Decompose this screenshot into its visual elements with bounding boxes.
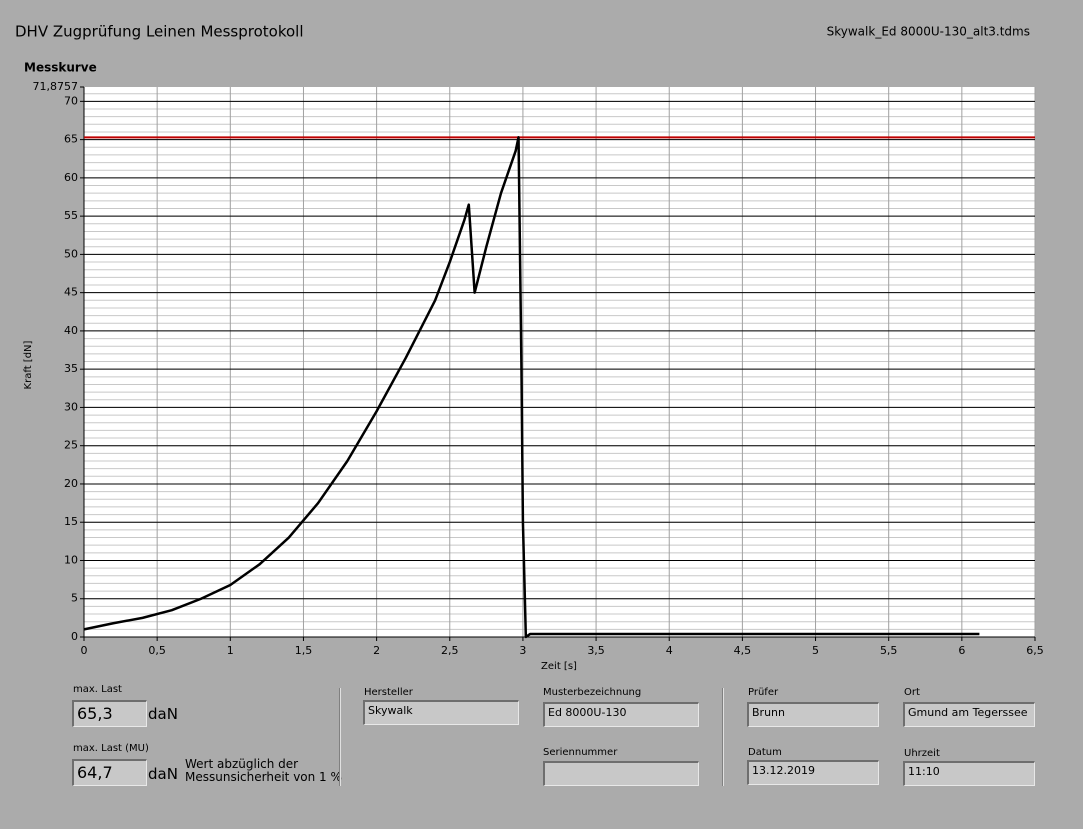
field-label: Uhrzeit [904,748,940,759]
field-box: Gmund am Tegerssee [903,702,1035,727]
y-tick-label: 71,8757 [33,80,79,93]
file-name: Skywalk_Ed 8000U-130_alt3.tdms [827,25,1030,39]
y-tick-label: 10 [64,553,78,566]
y-tick-label: 0 [71,630,78,643]
x-tick-label: 5,5 [880,644,898,657]
field-label: Datum [748,747,782,758]
x-tick-label: 2,5 [441,644,459,657]
y-tick-label: 5 [71,592,78,605]
unit: daN [148,705,178,723]
y-tick-label: 70 [64,94,78,107]
x-axis-label: Zeit [s] [541,661,577,672]
x-tick-label: 6,5 [1026,644,1044,657]
field-box: Ed 8000U-130 [543,702,699,727]
field-label: Musterbezeichnung [543,687,642,698]
field-label: max. Last [73,684,122,695]
field-label: Seriennummer [543,747,618,758]
y-tick-label: 20 [64,477,78,490]
y-tick-label: 50 [64,247,78,260]
x-tick-label: 0 [81,644,88,657]
y-tick-label: 15 [64,515,78,528]
page-title: DHV Zugprüfung Leinen Messprotokoll [15,23,304,41]
x-tick-label: 3,5 [587,644,605,657]
x-tick-label: 5 [812,644,819,657]
y-tick-label: 25 [64,439,78,452]
x-tick-label: 1,5 [295,644,313,657]
value-box: 65,3 [72,700,147,727]
field-label: Ort [904,687,920,698]
separator [722,688,724,786]
value-box: 64,7 [72,759,147,786]
y-tick-label: 30 [64,400,78,413]
separator [339,688,341,786]
y-tick-label: 60 [64,171,78,184]
x-tick-label: 6 [958,644,965,657]
field-box: Skywalk [363,700,519,725]
y-tick-label: 55 [64,209,78,222]
field-box: 11:10 [903,761,1035,786]
y-tick-label: 35 [64,362,78,375]
chart-title: Messkurve [24,61,97,75]
x-tick-label: 3 [519,644,526,657]
x-tick-label: 0,5 [148,644,166,657]
field-box: 13.12.2019 [747,760,879,785]
data-line [83,136,980,639]
unit: daN [148,765,178,783]
field-box: Brunn [747,702,879,727]
chart: DHV Zugprüfung Leinen Messprotokoll Skyw… [15,23,1044,673]
y-tick-label: 45 [64,286,78,299]
field-label: Prüfer [748,687,779,698]
note: Wert abzüglich der Messunsicherheit von … [185,757,342,784]
field-box [543,761,699,786]
x-tick-label: 2 [373,644,380,657]
y-tick-label: 65 [64,133,78,146]
y-axis-label: Kraft [dN] [23,340,34,389]
x-tick-label: 4 [666,644,673,657]
field-label: max. Last (MU) [73,743,149,754]
x-tick-label: 4,5 [734,644,752,657]
y-tick-label: 40 [64,324,78,337]
field-label: Hersteller [364,687,413,698]
x-tick-label: 1 [227,644,234,657]
